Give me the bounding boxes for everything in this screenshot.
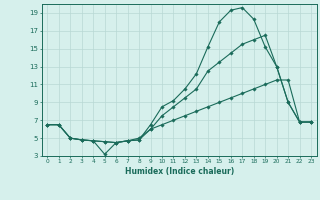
X-axis label: Humidex (Indice chaleur): Humidex (Indice chaleur): [124, 167, 234, 176]
